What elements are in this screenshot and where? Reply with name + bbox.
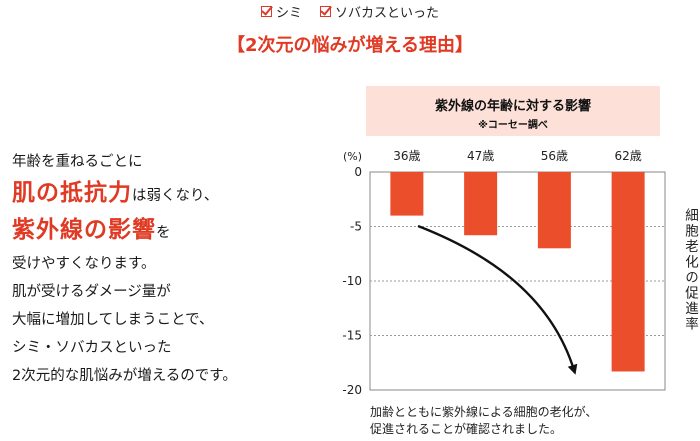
category-label: 36歳 (393, 149, 420, 163)
y-tick-label: -15 (342, 329, 362, 343)
check-label: シミ (275, 6, 302, 21)
y-tick-label: 0 (354, 165, 362, 179)
body-line: 受けやすくなります。 (12, 256, 156, 272)
body-line: 2次元的な肌悩みが増えるのです。 (12, 368, 237, 384)
check-label: ソバカスといった (335, 6, 440, 21)
section-headline: 【2次元の悩みが増える理由】 (227, 35, 473, 56)
y-axis-label: 細胞老化の促進率 (682, 208, 698, 332)
bar (611, 172, 645, 372)
body-line-emphasis-2: 紫外線の影響を (12, 213, 332, 250)
body-suffix: は弱くなり、 (132, 188, 219, 204)
bar (464, 172, 498, 236)
y-tick-label: -20 (342, 383, 362, 397)
chart-source-note: ※コーセー調べ (478, 120, 548, 131)
category-label: 62歳 (614, 149, 641, 163)
body-line: 肌が受けるダメージ量が (12, 284, 171, 300)
category-label: 47歳 (467, 149, 494, 163)
caption-line: 加齢とともに紫外線による細胞の老化が、 (370, 405, 598, 419)
chart-caption: 加齢とともに紫外線による細胞の老化が、 促進されることが確認されました。 (370, 404, 670, 438)
checkbox-icon (320, 6, 331, 17)
bar (390, 172, 424, 216)
body-line: 年齢を重ねるごとに (12, 154, 143, 170)
check-item-freckles: ソバカスといった (320, 2, 439, 21)
checkbox-icon (260, 6, 272, 17)
y-tick-label: -5 (350, 220, 362, 234)
emphasis-uv-effect: 紫外線の影響 (12, 217, 156, 243)
category-label: 56歳 (541, 149, 568, 163)
check-item-spots: シミ (260, 2, 302, 21)
y-tick-label: -10 (342, 274, 362, 288)
bar (537, 172, 571, 249)
trend-arrow-icon (417, 224, 578, 375)
emphasis-skin-resistance: 肌の抵抗力 (12, 180, 132, 206)
chart-header: 紫外線の年齢に対する影響 ※コーセー調べ (366, 86, 660, 136)
body-suffix: を (156, 225, 171, 241)
caption-line: 促進されることが確認されました。 (370, 422, 563, 436)
y-unit-label: (%) (343, 150, 362, 163)
body-line-emphasis-1: 肌の抵抗力は弱くなり、 (12, 176, 332, 213)
explanation-text: 年齢を重ねるごとに 肌の抵抗力は弱くなり、 紫外線の影響を 受けやすくなります。… (12, 148, 332, 390)
checklist: シミ ソバカスといった (0, 2, 700, 21)
chart-title: 紫外線の年齢に対する影響 (434, 99, 591, 114)
body-line: 大幅に増加してしまうことで、 (12, 312, 214, 328)
body-line: シミ・ソバカスといった (12, 340, 172, 356)
